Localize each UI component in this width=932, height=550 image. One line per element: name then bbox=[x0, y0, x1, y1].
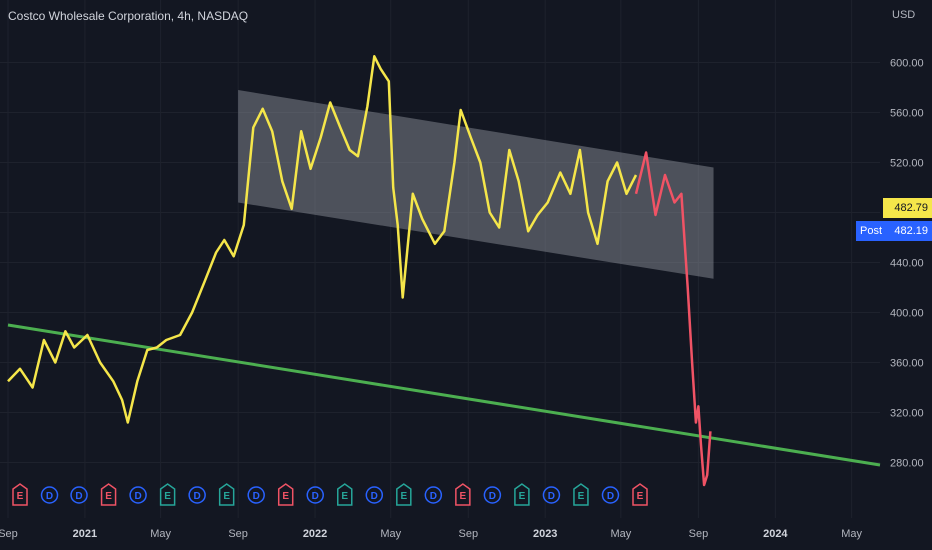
earnings-marker[interactable]: E bbox=[396, 483, 412, 506]
dividend-marker[interactable]: D bbox=[365, 486, 384, 504]
post-market-price-tag: 482.19 bbox=[884, 221, 932, 241]
earnings-marker[interactable]: E bbox=[100, 483, 117, 506]
x-tick-label: 2022 bbox=[303, 528, 327, 540]
earnings-marker[interactable]: E bbox=[159, 483, 176, 506]
x-tick-label: Sep bbox=[689, 528, 709, 540]
post-market-label: Post bbox=[856, 221, 887, 241]
x-tick-label: 2023 bbox=[533, 528, 557, 540]
x-tick-label: Sep bbox=[0, 528, 18, 540]
time-axis: Sep 2021 May Sep 2022 May Sep 2023 May Sep 2024 May bbox=[0, 528, 863, 540]
svg-text:D: D bbox=[430, 491, 437, 502]
svg-text:D: D bbox=[75, 491, 82, 502]
y-tick-label: 280.00 bbox=[890, 458, 924, 470]
y-tick-label: 320.00 bbox=[890, 408, 924, 420]
x-tick-label: May bbox=[610, 528, 631, 540]
svg-text:D: D bbox=[489, 491, 496, 502]
svg-text:E: E bbox=[519, 491, 526, 502]
earnings-marker[interactable]: E bbox=[277, 483, 294, 506]
svg-text:E: E bbox=[637, 491, 644, 502]
earnings-marker[interactable]: E bbox=[337, 483, 353, 506]
dividend-marker[interactable]: D bbox=[188, 486, 206, 504]
svg-text:D: D bbox=[607, 491, 614, 502]
svg-text:E: E bbox=[460, 491, 467, 502]
x-tick-label: May bbox=[841, 528, 862, 540]
svg-text:D: D bbox=[194, 491, 201, 502]
trend-line-path bbox=[7, 323, 881, 467]
x-tick-label: 2024 bbox=[763, 528, 788, 540]
x-tick-label: 2021 bbox=[73, 528, 97, 540]
chart-grid bbox=[0, 0, 880, 518]
x-tick-label: May bbox=[150, 528, 171, 540]
svg-text:E: E bbox=[164, 491, 171, 502]
svg-text:E: E bbox=[400, 491, 407, 502]
y-tick-label: 600.00 bbox=[890, 58, 924, 70]
earnings-marker[interactable]: E bbox=[455, 483, 471, 506]
dividend-marker[interactable]: D bbox=[424, 486, 443, 504]
channel-band bbox=[238, 90, 714, 279]
y-tick-label: 560.00 bbox=[890, 108, 924, 120]
svg-text:D: D bbox=[134, 491, 141, 502]
last-price-tag: 482.79 bbox=[883, 198, 932, 218]
y-tick-label: 440.00 bbox=[890, 258, 924, 270]
x-tick-label: May bbox=[380, 528, 401, 540]
x-tick-label: Sep bbox=[458, 528, 478, 540]
svg-text:E: E bbox=[223, 491, 230, 502]
currency-label: USD bbox=[892, 9, 916, 21]
y-tick-label: 400.00 bbox=[890, 308, 924, 320]
dividend-marker[interactable]: D bbox=[483, 486, 502, 504]
earnings-marker[interactable]: E bbox=[632, 483, 648, 506]
svg-text:E: E bbox=[578, 491, 585, 502]
price-series bbox=[7, 55, 712, 487]
dividend-marker[interactable]: D bbox=[40, 486, 59, 504]
svg-text:D: D bbox=[548, 491, 555, 502]
y-tick-label: 520.00 bbox=[890, 158, 924, 170]
price-line bbox=[7, 55, 638, 424]
dividend-marker[interactable]: D bbox=[129, 486, 147, 504]
earnings-marker[interactable]: E bbox=[218, 483, 235, 506]
svg-text:D: D bbox=[46, 491, 53, 502]
dividend-marker[interactable]: D bbox=[601, 486, 620, 504]
y-tick-label: 360.00 bbox=[890, 358, 924, 370]
dividend-marker[interactable]: D bbox=[306, 486, 324, 504]
svg-text:E: E bbox=[282, 491, 289, 502]
svg-text:E: E bbox=[105, 491, 112, 502]
svg-text:D: D bbox=[371, 491, 378, 502]
svg-text:E: E bbox=[17, 491, 24, 502]
dividend-marker[interactable]: D bbox=[70, 486, 88, 504]
dividend-marker[interactable]: D bbox=[247, 486, 265, 504]
earnings-marker[interactable]: E bbox=[12, 483, 28, 506]
trend-line bbox=[7, 323, 881, 467]
chart-title: Costco Wholesale Corporation, 4h, NASDAQ bbox=[8, 9, 249, 23]
earnings-marker[interactable]: E bbox=[573, 483, 589, 506]
price-axis: 280.00320.00360.00400.00440.00480.00520.… bbox=[890, 58, 924, 470]
earnings-marker[interactable]: E bbox=[514, 483, 530, 506]
x-tick-label: Sep bbox=[228, 528, 248, 540]
dividend-marker[interactable]: D bbox=[542, 486, 561, 504]
svg-text:E: E bbox=[341, 491, 348, 502]
post-period-line bbox=[634, 151, 712, 487]
svg-text:D: D bbox=[312, 491, 319, 502]
channel-pattern bbox=[238, 90, 714, 279]
svg-text:D: D bbox=[253, 491, 260, 502]
